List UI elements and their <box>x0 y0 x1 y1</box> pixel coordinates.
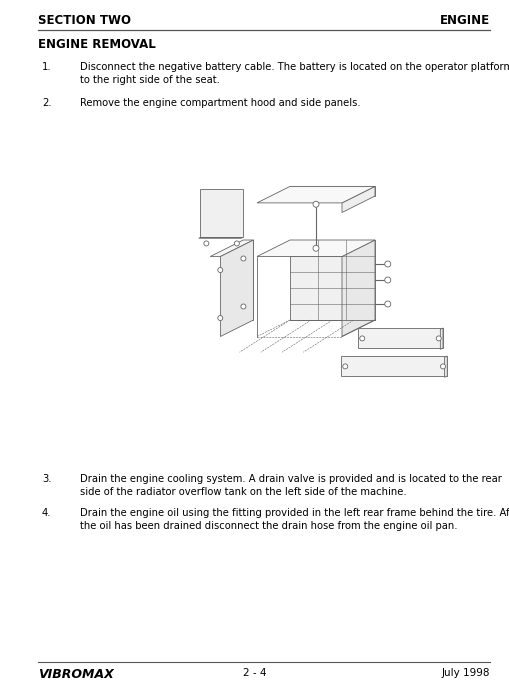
Circle shape <box>234 241 239 246</box>
Text: July 1998: July 1998 <box>441 668 489 678</box>
Circle shape <box>342 364 347 369</box>
Text: Drain the engine cooling system. A drain valve is provided and is located to the: Drain the engine cooling system. A drain… <box>80 474 501 498</box>
Polygon shape <box>341 356 446 376</box>
Text: 3.: 3. <box>42 474 51 484</box>
Circle shape <box>440 364 445 369</box>
Text: ENGINE: ENGINE <box>439 14 489 27</box>
Text: SECTION TWO: SECTION TWO <box>38 14 131 27</box>
Text: 2 - 4: 2 - 4 <box>243 668 266 678</box>
Circle shape <box>240 304 245 309</box>
Text: Disconnect the negative battery cable. The battery is located on the operator pl: Disconnect the negative battery cable. T… <box>80 62 509 85</box>
Circle shape <box>240 256 245 261</box>
Circle shape <box>384 261 390 267</box>
Circle shape <box>313 245 318 252</box>
Polygon shape <box>290 187 374 196</box>
Text: 4.: 4. <box>42 508 51 518</box>
Circle shape <box>313 201 318 207</box>
Polygon shape <box>342 240 374 337</box>
Circle shape <box>204 241 209 246</box>
Polygon shape <box>243 240 253 320</box>
Polygon shape <box>257 240 374 256</box>
Polygon shape <box>444 356 446 377</box>
Polygon shape <box>439 328 442 350</box>
Circle shape <box>359 336 364 341</box>
Text: VIBROMAX: VIBROMAX <box>38 668 114 681</box>
Circle shape <box>384 301 390 307</box>
Text: ENGINE REMOVAL: ENGINE REMOVAL <box>38 38 155 51</box>
Polygon shape <box>342 187 374 213</box>
Text: 2.: 2. <box>42 98 51 108</box>
Text: 1.: 1. <box>42 62 51 72</box>
Circle shape <box>217 267 222 272</box>
Polygon shape <box>257 187 374 203</box>
Circle shape <box>384 277 390 283</box>
Text: Drain the engine oil using the fitting provided in the left rear frame behind th: Drain the engine oil using the fitting p… <box>80 508 509 531</box>
Polygon shape <box>290 240 374 320</box>
Polygon shape <box>210 240 253 256</box>
Circle shape <box>217 316 222 321</box>
Circle shape <box>435 336 440 341</box>
Polygon shape <box>220 240 253 337</box>
Polygon shape <box>200 189 242 238</box>
Polygon shape <box>357 328 442 348</box>
Text: Remove the engine compartment hood and side panels.: Remove the engine compartment hood and s… <box>80 98 360 108</box>
